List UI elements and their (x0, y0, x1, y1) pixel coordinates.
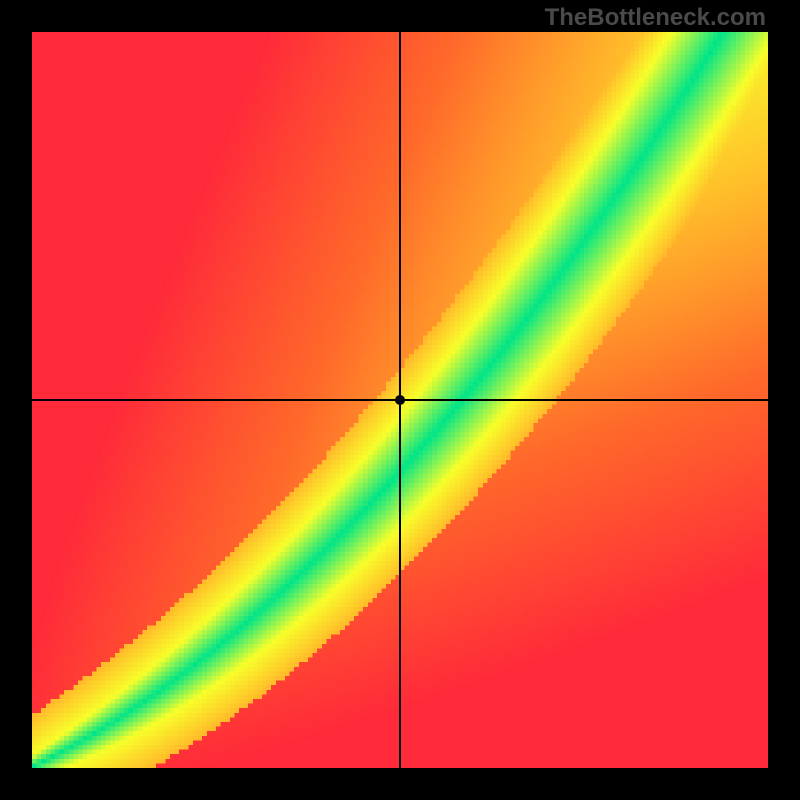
watermark-text: TheBottleneck.com (545, 4, 766, 32)
crosshair-dot (395, 395, 405, 405)
